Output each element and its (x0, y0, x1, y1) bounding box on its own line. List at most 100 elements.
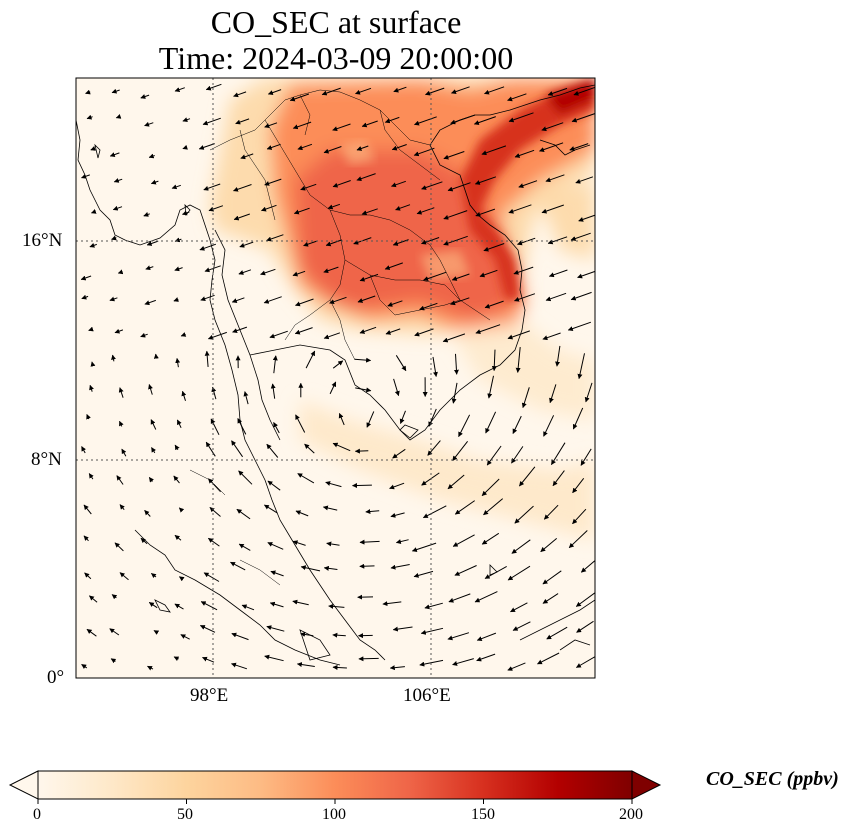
wind-vector-arrow (442, 333, 466, 343)
wind-vector-arrow (458, 414, 471, 438)
wind-vector-arrow (514, 505, 534, 524)
wind-vector-arrow (86, 114, 93, 120)
wind-vector-arrow (577, 271, 595, 279)
wind-vector-arrow (508, 204, 532, 214)
wind-vector-arrow (109, 296, 118, 302)
wind-vector-arrow (264, 122, 278, 128)
wind-vector-arrow (199, 243, 217, 251)
wind-vector-arrow (81, 446, 86, 454)
wind-vector-arrow (575, 656, 595, 668)
wind-vector-arrow (146, 240, 159, 246)
wind-vector-arrow (475, 208, 496, 217)
wind-vector-arrow (115, 114, 122, 119)
wind-vector-arrow (84, 572, 92, 580)
wind-vector-arrow (90, 146, 96, 151)
wind-vector-arrow (512, 415, 522, 434)
wind-vector-arrow (323, 565, 338, 571)
wind-vector-arrow (428, 408, 437, 427)
map-frame (75, 77, 596, 679)
wind-vector-arrow (448, 593, 471, 603)
wind-vector-arrow (269, 330, 288, 339)
wind-vector-arrow (486, 445, 502, 466)
wind-vector-arrow (174, 534, 182, 541)
wind-vector-arrow (174, 444, 180, 451)
wind-vector-arrow (207, 537, 220, 547)
wind-vector-arrow (395, 355, 407, 372)
wind-vector-arrow (119, 420, 124, 427)
wind-vector-arrow (568, 530, 588, 549)
wind-vector-arrow (263, 296, 282, 304)
wind-vector-arrow (85, 89, 91, 95)
concentration-field (210, 78, 595, 540)
wind-vector-arrow (507, 662, 526, 671)
wind-vector-arrow (144, 299, 156, 306)
wind-vector-arrow (121, 448, 127, 457)
wind-vector-arrow (473, 116, 496, 125)
wind-vector-arrow (243, 391, 249, 405)
wind-vector-arrow (150, 179, 159, 185)
wind-vector-arrow (507, 565, 531, 581)
wind-vector-arrow (572, 407, 584, 430)
wind-vector-arrow (292, 599, 309, 606)
wind-vector-arrow (555, 345, 561, 367)
wind-vector-arrow (296, 662, 315, 668)
wind-vector-arrow (270, 570, 284, 577)
wind-vector-arrow (171, 184, 181, 190)
wind-vector-arrow (118, 387, 124, 398)
wind-vector-arrow (305, 350, 316, 369)
wind-vector-arrow (545, 292, 567, 302)
wind-vector-arrow (358, 656, 379, 662)
map-area (76, 78, 595, 678)
wind-vector-arrow (204, 350, 210, 367)
wind-vector-arrow (178, 576, 185, 582)
wind-vector-arrow (575, 592, 595, 607)
wind-vectors (80, 83, 595, 671)
wind-vector-arrow (326, 541, 340, 547)
wind-vector-arrow (487, 375, 494, 399)
wind-vector-arrow (476, 632, 497, 642)
wind-vector-arrow (389, 665, 405, 671)
wind-vector-arrow (382, 601, 402, 607)
colorbar-tick-200: 200 (619, 806, 643, 823)
wind-vector-arrow (86, 628, 97, 637)
wind-vector-arrow (208, 478, 221, 493)
wind-vector-arrow (491, 349, 497, 372)
map-title-line-1: CO_SEC at surface (210, 4, 462, 40)
wind-vector-arrow (322, 505, 338, 511)
wind-vector-arrow (272, 355, 278, 374)
wind-vector-arrow (543, 504, 559, 520)
wind-vector-arrow (332, 180, 351, 188)
wind-vector-arrow (231, 440, 244, 458)
wind-vector-arrow (570, 291, 592, 301)
wind-vector-arrow (266, 234, 284, 242)
wind-vector-arrow (332, 123, 351, 132)
wind-vector-arrow (238, 543, 251, 551)
wind-vector-arrow (399, 410, 406, 424)
wind-vector-arrow (411, 542, 437, 552)
wind-vector-arrow (231, 297, 245, 303)
wind-vector-arrow (447, 632, 470, 641)
wind-vector-arrow (200, 601, 218, 611)
wind-vector-arrow (567, 321, 592, 331)
wind-vector-arrow (231, 632, 249, 641)
wind-vector-arrow (507, 93, 527, 102)
wind-vector-arrow (263, 504, 278, 514)
colorbar-tick-50: 50 (177, 806, 193, 823)
map-title-line-2: Time: 2024-03-09 20:00:00 (158, 40, 514, 76)
wind-vector-arrow (151, 447, 156, 454)
wind-vector-arrow (519, 466, 536, 487)
wind-vector-arrow (354, 357, 372, 363)
wind-vector-arrow (325, 481, 342, 488)
wind-vector-arrow (447, 182, 471, 192)
wind-vector-arrow (241, 604, 255, 611)
wind-vector-arrow (414, 328, 434, 337)
wind-vector-arrow (413, 570, 434, 578)
wind-vector-arrow (542, 593, 559, 604)
wind-vector-arrow (111, 88, 120, 94)
wind-vector-arrow (148, 153, 155, 159)
wind-vector-arrow (580, 448, 592, 466)
wind-vector-arrow (208, 205, 224, 212)
wind-vector-arrow (450, 114, 476, 125)
wind-vector-arrow (385, 328, 401, 335)
